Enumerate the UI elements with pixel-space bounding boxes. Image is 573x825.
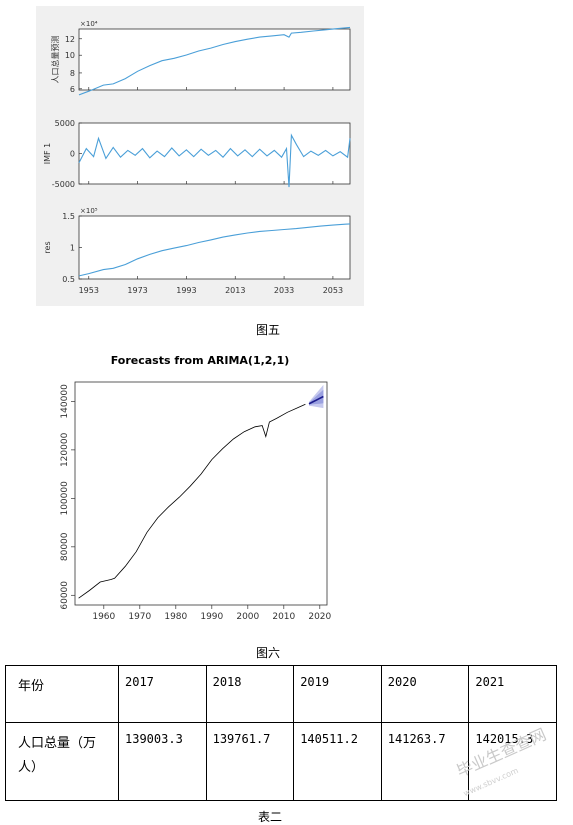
series-line [78,223,351,277]
figure-6-caption: 图六 [256,646,281,660]
figure-5-panel: 12 10 8 6 ×10⁴ 人口总量预测 5000 0 -5000 IMF 1 1.5 1 0.5 ×1… [36,6,364,306]
x-tick-label: 1980 [164,612,187,622]
x-tick-label: 2010 [272,612,295,622]
table-cell-year: 2019 [293,665,382,723]
series-line [78,26,351,96]
x-tick-label: 1970 [128,612,151,622]
forecast-table: 年份 2017 2018 2019 2020 2021 人口总量（万人） 139… [5,665,557,801]
historical-line [78,403,306,599]
x-tick-label: 1960 [92,612,115,622]
y-tick-label: 0.5 [62,275,75,284]
table-cell-year: 2021 [468,665,557,723]
y-tick-label: 0 [70,150,75,159]
table-cell-value: 139003.3 [118,722,207,801]
x-tick-label: 2000 [236,612,259,622]
figure-5-caption: 图五 [256,323,281,337]
y-tick-label: 60000 [60,581,70,610]
y-tick-label: 12 [65,35,75,44]
table-cell-value: 140511.2 [293,722,382,801]
x-tick-label: 2033 [274,286,294,295]
y-tick-label: 80000 [60,532,70,561]
chart-title: Forecasts from ARIMA(1,2,1) [111,354,290,367]
plot-area [78,28,351,91]
y-tick-label: 1.5 [62,212,75,221]
plot-area [74,381,328,606]
y-tick-label: 1 [70,244,75,253]
y-tick-label: 140000 [60,384,70,419]
series-line [78,133,351,188]
x-tick-label: 2053 [323,286,343,295]
y-tick-label: 8 [70,69,75,78]
x-tick-label: 1953 [79,286,99,295]
x-tick-label: 1993 [176,286,196,295]
table-row-label: 人口总量（万人） [5,722,119,801]
x-tick-label: 1973 [127,286,147,295]
y-tick-label: 10 [65,51,75,60]
table-cell-value: 141263.7 [380,722,470,801]
x-tick-label: 2013 [225,286,245,295]
table-caption: 表二 [258,810,283,824]
table-row: 人口总量（万人） 139003.3 139761.7 140511.2 1412… [5,722,557,801]
table-cell-year: 2017 [118,665,207,723]
table-row-header: 年份 [5,665,119,723]
table-row: 年份 2017 2018 2019 2020 2021 [5,665,557,723]
axis-exponent: ×10⁴ [80,20,98,28]
axis-exponent: ×10⁵ [80,207,98,215]
y-tick-label: 6 [70,85,75,94]
table-cell-year: 2018 [205,665,295,723]
y-tick-label: 120000 [60,432,70,467]
forecast-line [308,395,324,405]
x-tick-label: 2020 [308,612,331,622]
y-tick-label: 5000 [55,119,75,128]
plot-area [78,122,351,185]
y-tick-label: 100000 [60,481,70,516]
table-cell-value: 142015.3 [468,722,557,801]
table-cell-value: 139761.7 [205,722,295,801]
y-tick-label: -5000 [52,180,75,189]
y-axis-label: IMF 1 [43,143,52,165]
y-axis-label: 人口总量预测 [50,36,60,84]
figure-6-panel: Forecasts from ARIMA(1,2,1) 1960 1970 1980 1… [40,350,340,635]
table-cell-year: 2020 [380,665,470,723]
forecast-band-inner [309,389,324,405]
y-axis-label: res [43,241,52,253]
figure-6-svg: Forecasts from ARIMA(1,2,1) 1960 1970 1980 1… [60,354,332,622]
figure-5-svg: 12 10 8 6 ×10⁴ 人口总量预测 5000 0 -5000 IMF 1 1.5 1 0.5 ×1… [43,20,351,295]
plot-area [78,215,351,280]
x-tick-label: 1990 [200,612,223,622]
